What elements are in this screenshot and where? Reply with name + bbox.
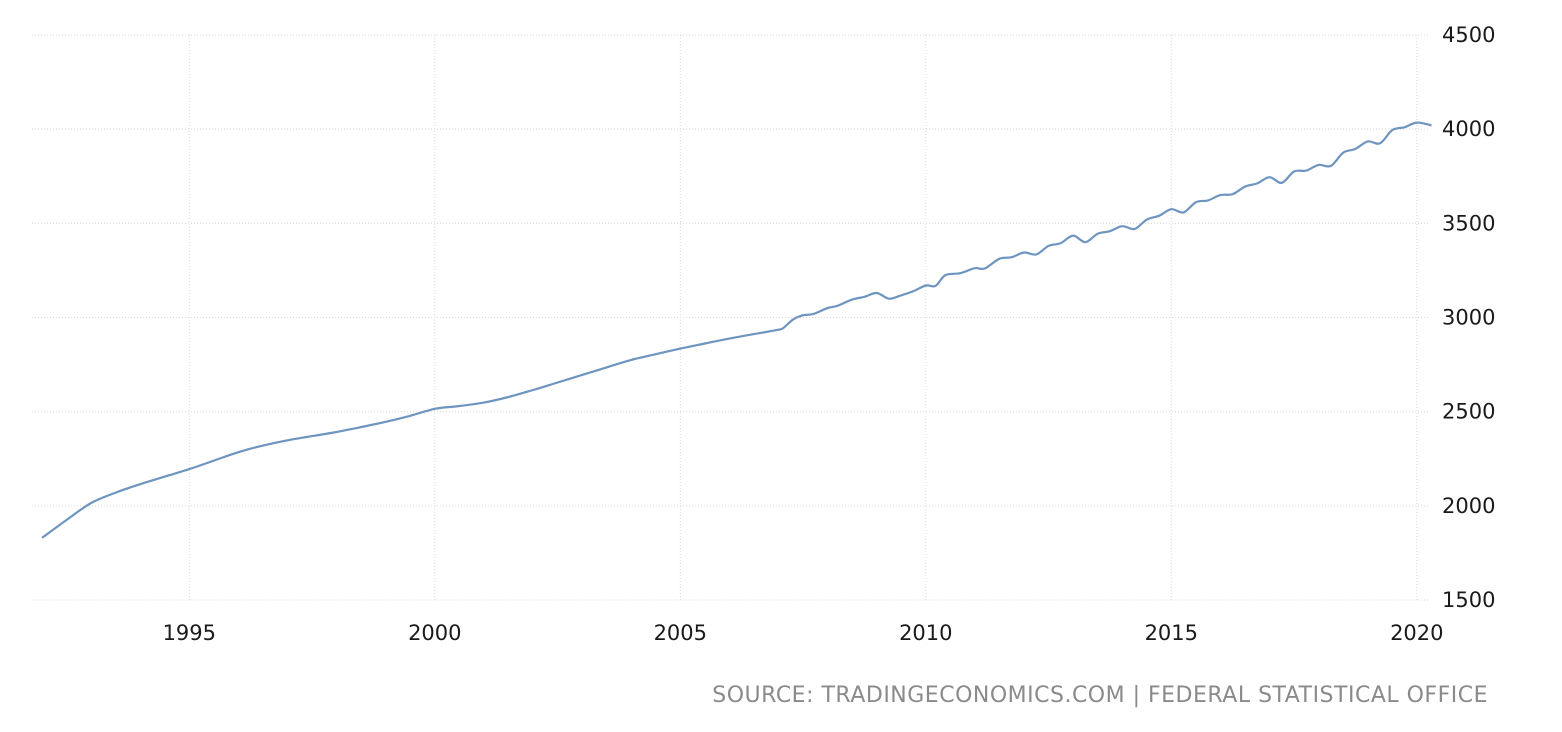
series-line [41, 121, 1432, 539]
source-caption: SOURCE: TRADINGECONOMICS.COM | FEDERAL S… [712, 683, 1488, 708]
y-tick-label: 3500 [1442, 211, 1495, 235]
x-tick-label: 2020 [1390, 621, 1443, 645]
y-tick-label: 4500 [1442, 23, 1495, 47]
x-axis: 1995 2000 2005 2010 2015 2020 [163, 621, 1444, 645]
x-tick-label: 2015 [1145, 621, 1198, 645]
x-tick-label: 1995 [163, 621, 216, 645]
y-tick-label: 4000 [1442, 117, 1495, 141]
gridlines [32, 34, 1428, 601]
y-tick-label: 1500 [1442, 588, 1495, 612]
series-layer [41, 121, 1432, 539]
y-tick-label: 2500 [1442, 400, 1495, 424]
y-tick-label: 3000 [1442, 306, 1495, 330]
y-axis: 1500 2000 2500 3000 3500 4000 4500 [1442, 23, 1495, 612]
x-tick-label: 2000 [408, 621, 461, 645]
x-tick-label: 2005 [654, 621, 707, 645]
x-tick-label: 2010 [899, 621, 952, 645]
y-tick-label: 2000 [1442, 494, 1495, 518]
